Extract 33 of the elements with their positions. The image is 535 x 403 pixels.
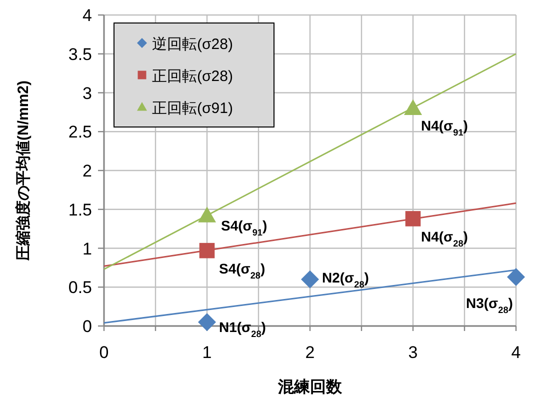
y-tick-label: 2: [82, 162, 92, 180]
y-tick-label: 4: [82, 6, 92, 25]
legend-label: 逆回転(σ28): [152, 36, 233, 53]
x-tick-label: 4: [511, 343, 521, 362]
point: [199, 242, 215, 258]
annotation: S4(σ$_{28}$): [219, 260, 266, 281]
annotation: N2(σ$_{28}$): [322, 269, 369, 290]
annotation: N1(σ$_{28}$): [219, 319, 266, 340]
y-tick-label: 1: [82, 239, 92, 258]
y-tick-label: 0: [82, 317, 92, 336]
annotation: N4(σ$_{91}$): [421, 117, 468, 138]
point: [405, 211, 421, 226]
y-tick-label: 0.5: [68, 278, 92, 298]
legend-label: 正回転(σ28): [152, 68, 233, 85]
y-tick-label: 3.5: [68, 44, 92, 64]
annotation: S4(σ$_{91}$): [221, 218, 268, 238]
point: [507, 268, 525, 286]
point: [301, 270, 319, 288]
x-tick-label: 0: [99, 343, 109, 362]
point: [198, 313, 216, 332]
y-axis-title: 圧縮強度の平均値(N/mm2): [14, 80, 32, 262]
y-tick-label: 2.5: [68, 122, 92, 142]
y-tick-label: 3: [82, 84, 92, 103]
x-tick-label: 2: [305, 343, 315, 362]
legend-label: 正回転(σ91): [152, 100, 233, 117]
x-tick-label: 3: [408, 343, 418, 362]
point: [198, 206, 216, 222]
x-tick-label: 1: [202, 343, 212, 362]
annotation: N3(σ$_{28}$): [466, 295, 513, 316]
y-tick-label: 1.5: [68, 200, 92, 220]
x-axis-title: 混練回数: [277, 378, 343, 396]
point: [404, 99, 422, 116]
annotation: N4(σ$_{28}$): [421, 228, 468, 249]
